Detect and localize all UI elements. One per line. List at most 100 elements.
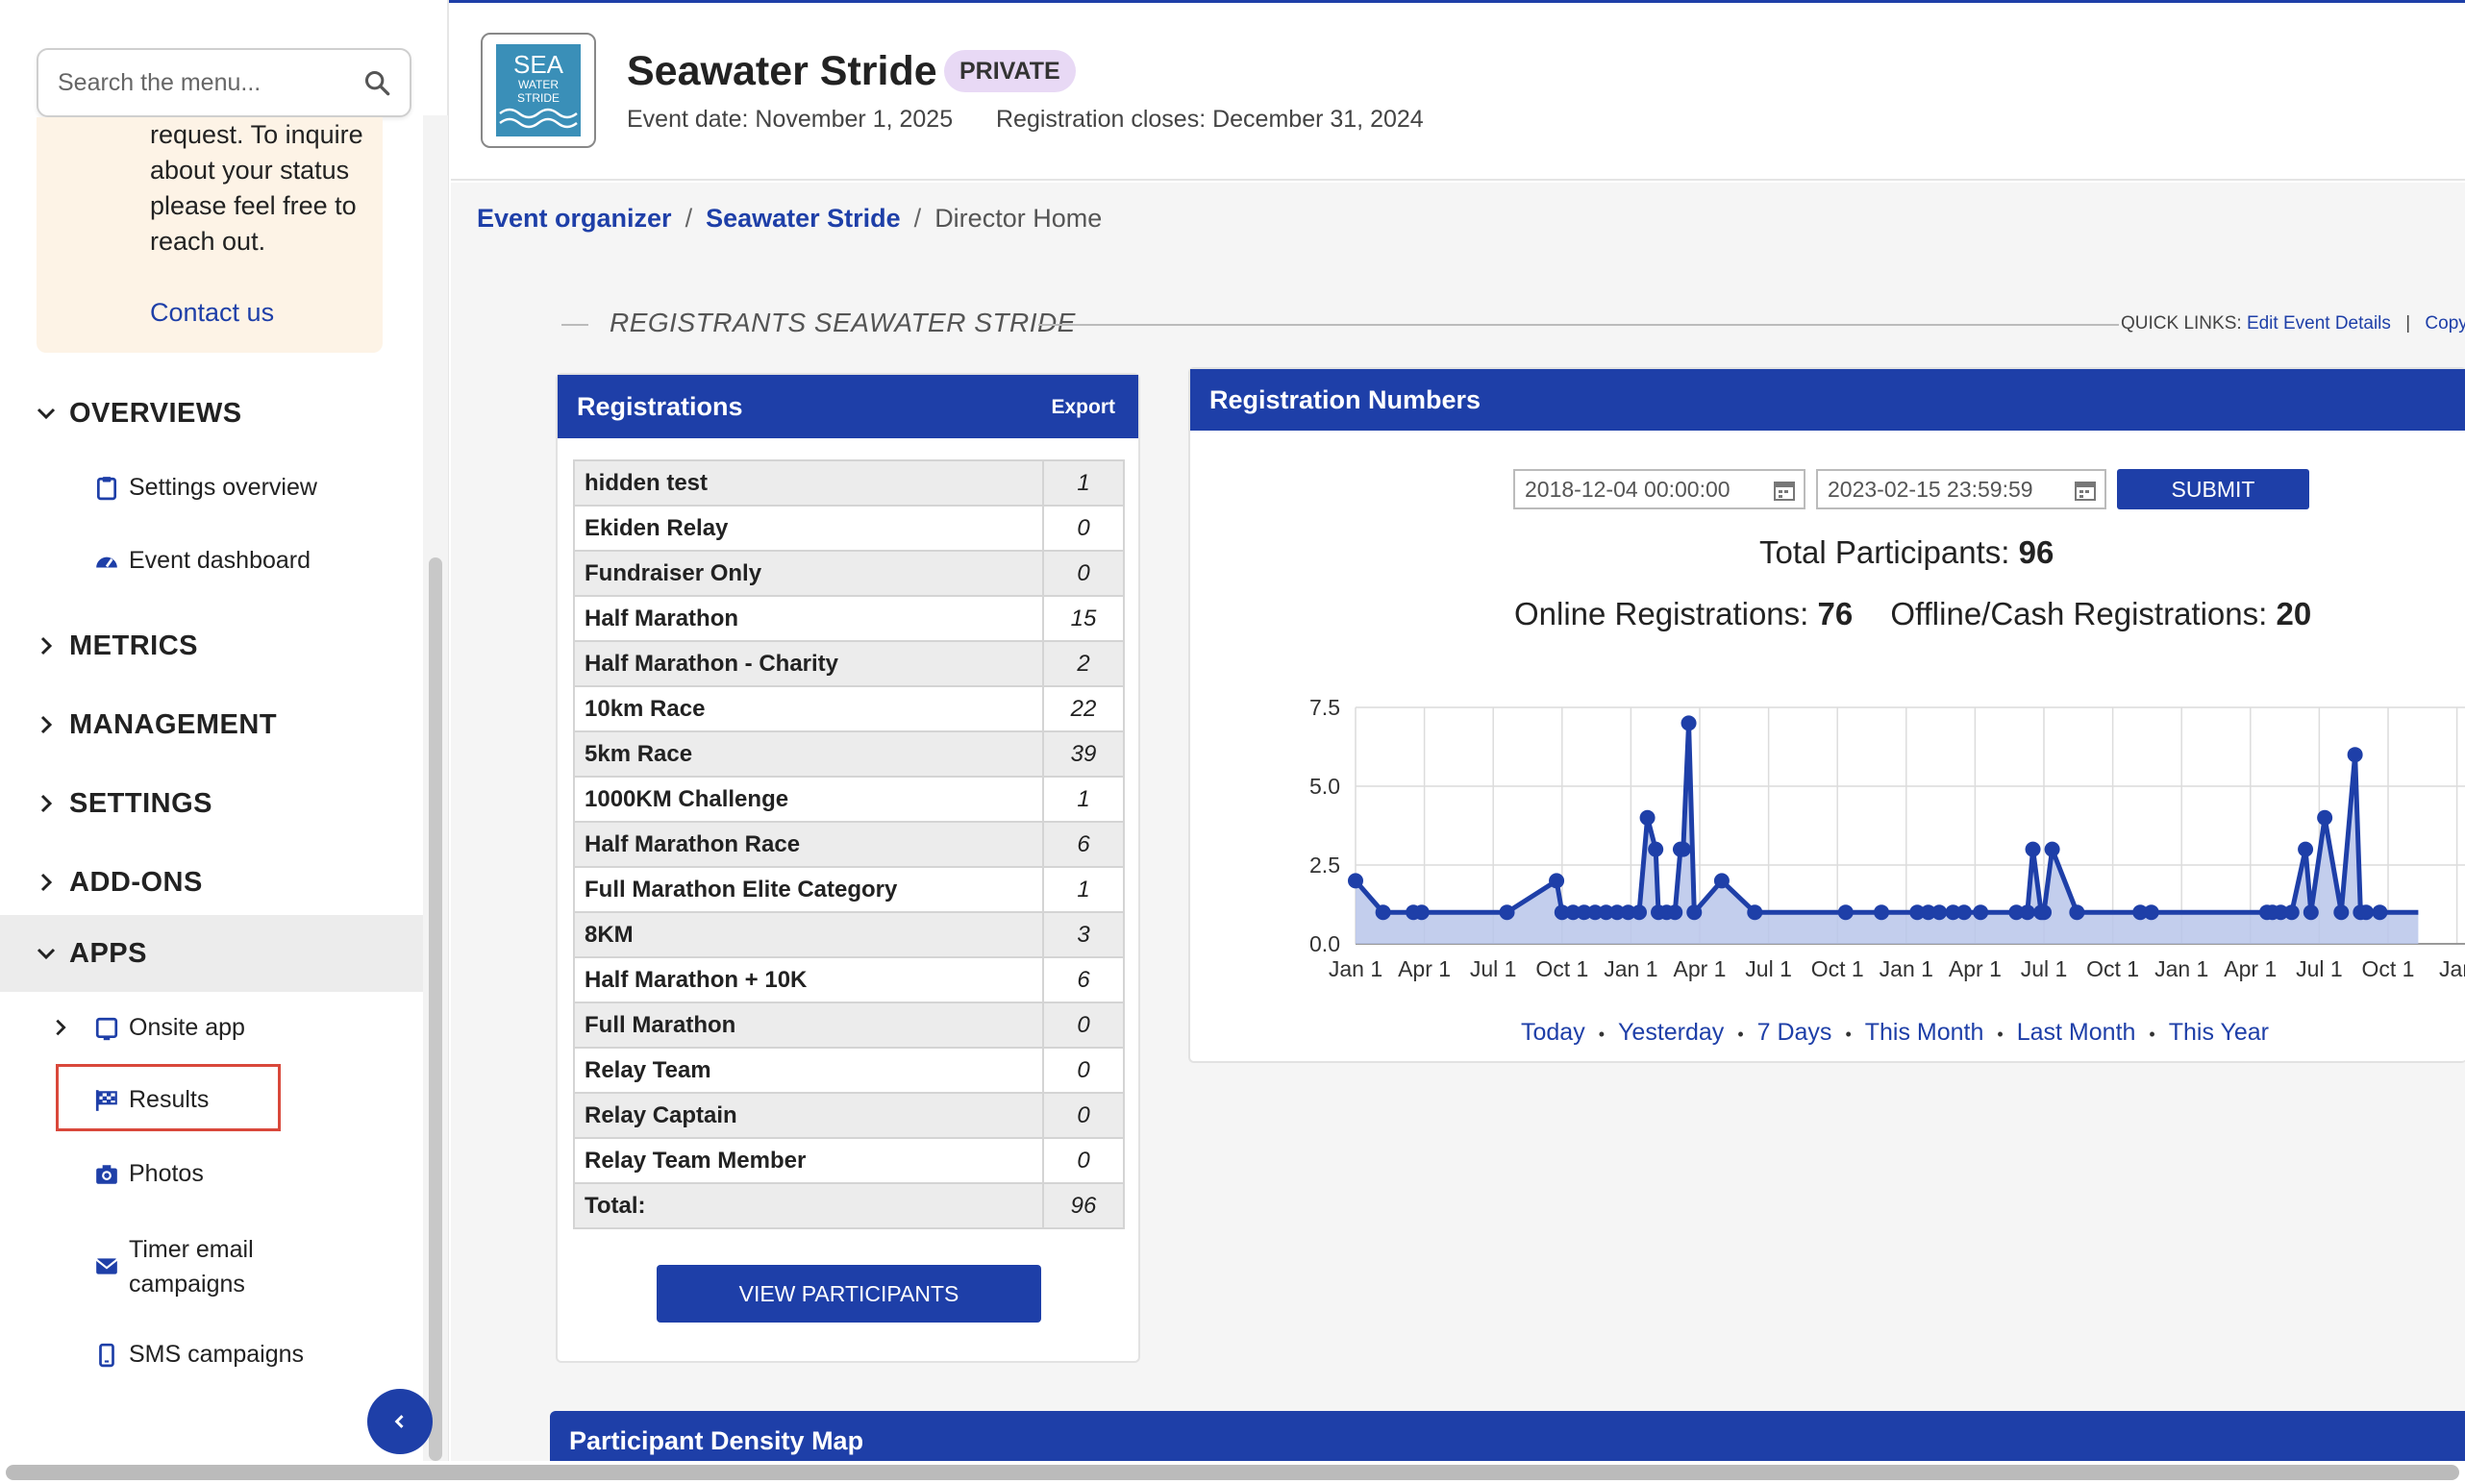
registration-type: Half Marathon	[573, 595, 1044, 642]
section-apps[interactable]: APPS	[0, 915, 423, 992]
range-link-yesterday[interactable]: Yesterday	[1618, 1019, 1725, 1046]
menu-item-results[interactable]: Results	[0, 1072, 423, 1129]
chevron-right-icon	[40, 636, 53, 655]
menu-item-photos[interactable]: Photos	[0, 1146, 423, 1203]
registration-type: Fundraiser Only	[573, 550, 1044, 597]
range-link-this-month[interactable]: This Month	[1864, 1019, 1984, 1046]
search-box[interactable]	[37, 48, 411, 117]
breadcrumb-separator: /	[913, 204, 922, 233]
checkered-flag-icon	[95, 1090, 117, 1111]
x-tick-label: Apr 1	[1398, 956, 1451, 981]
registration-type: Half Marathon - Charity	[573, 640, 1044, 687]
y-tick-label: 5.0	[1309, 774, 1340, 799]
data-point	[1631, 904, 1647, 921]
data-point	[2143, 904, 2159, 921]
gauge-icon	[96, 556, 117, 568]
registration-type: Half Marathon + 10K	[573, 956, 1044, 1003]
view-participants-button[interactable]: VIEW PARTICIPANTS	[657, 1265, 1041, 1323]
section-label: APPS	[69, 938, 147, 969]
calendar-icon[interactable]	[2074, 479, 2097, 502]
data-point	[1713, 873, 1730, 889]
x-tick-label: Jan 1	[1604, 956, 1657, 981]
quick-links: QUICK LINKS: Edit Event Details | Copy	[2121, 313, 2465, 334]
range-link-last-month[interactable]: Last Month	[2016, 1019, 2136, 1046]
data-point	[1609, 904, 1626, 921]
registration-count: 6	[1042, 821, 1125, 868]
data-point	[2044, 841, 2060, 857]
export-link[interactable]: Export	[1051, 396, 1115, 418]
edit-event-details-link[interactable]: Edit Event Details	[2246, 313, 2391, 334]
registration-type: Relay Team	[573, 1047, 1044, 1094]
copy-link[interactable]: Copy	[2425, 313, 2465, 334]
title-divider	[1038, 324, 2119, 326]
chevron-down-icon	[37, 408, 56, 420]
section-addons[interactable]: ADD-ONS	[0, 844, 423, 921]
x-tick-label: Jan	[2439, 956, 2465, 981]
menu-item-label: Results	[129, 1086, 210, 1113]
breadcrumb-current: Director Home	[934, 204, 1103, 233]
privacy-badge: PRIVATE	[944, 50, 1076, 92]
menu-item-event-dashboard[interactable]: Event dashboard	[0, 532, 423, 590]
table-row: Half Marathon Race 6	[573, 821, 1125, 868]
collapse-sidebar-button[interactable]	[367, 1389, 433, 1454]
x-tick-label: Jan 1	[1329, 956, 1382, 981]
section-label: ADD-ONS	[69, 867, 203, 898]
range-separator: •	[1598, 1025, 1606, 1044]
section-settings[interactable]: SETTINGS	[0, 765, 423, 842]
section-management[interactable]: MANAGEMENT	[0, 686, 423, 763]
calendar-icon[interactable]	[1773, 479, 1796, 502]
range-link-today[interactable]: Today	[1521, 1019, 1585, 1046]
data-point	[1499, 904, 1515, 921]
offline-value: 20	[2276, 596, 2312, 631]
horizontal-scrollbar-thumb[interactable]	[6, 1465, 2459, 1480]
data-point	[1675, 841, 1691, 857]
menu-item-settings-overview[interactable]: Settings overview	[0, 459, 423, 517]
registration-count: 0	[1042, 1137, 1125, 1184]
range-link-this-year[interactable]: This Year	[2168, 1019, 2269, 1046]
search-icon[interactable]	[363, 69, 390, 96]
menu-item-timer-email[interactable]: Timer email campaigns	[0, 1230, 423, 1303]
registration-count: 39	[1042, 730, 1125, 778]
total-value: 96	[2018, 534, 2054, 570]
data-point	[2283, 904, 2300, 921]
contact-us-link[interactable]: Contact us	[150, 298, 275, 327]
breadcrumb-event-organizer[interactable]: Event organizer	[477, 204, 672, 233]
data-point	[1945, 904, 1961, 921]
chevron-right-icon	[40, 873, 53, 892]
sidebar-scrollbar-thumb[interactable]	[429, 557, 442, 1461]
table-row: Ekiden Relay 0	[573, 505, 1125, 552]
data-point	[2298, 841, 2314, 857]
registration-count: 0	[1042, 1047, 1125, 1094]
notice-text: request. To inquire about your status pl…	[150, 120, 363, 256]
data-point	[1639, 809, 1656, 826]
menu-item-onsite-app[interactable]: Onsite app	[0, 1000, 423, 1057]
section-overviews[interactable]: OVERVIEWS	[0, 375, 423, 452]
breadcrumb-seawater-stride[interactable]: Seawater Stride	[706, 204, 901, 233]
search-input[interactable]	[58, 50, 365, 115]
registration-type: Total:	[573, 1182, 1044, 1229]
range-separator: •	[1845, 1025, 1852, 1044]
menu-item-sms[interactable]: SMS campaigns	[0, 1326, 423, 1384]
section-label: MANAGEMENT	[69, 709, 278, 740]
menu-item-label: Event dashboard	[129, 547, 311, 574]
mobile-phone-icon	[99, 1343, 114, 1368]
x-tick-label: Oct 1	[1811, 956, 1864, 981]
range-link-7-days[interactable]: 7 Days	[1756, 1019, 1832, 1046]
x-tick-label: Apr 1	[2224, 956, 2277, 981]
online-value: 76	[1817, 596, 1854, 631]
x-tick-label: Jul 1	[1470, 956, 1517, 981]
table-row: Half Marathon + 10K 6	[573, 956, 1125, 1003]
status-notice: request. To inquire about your status pl…	[37, 117, 383, 353]
data-point	[1413, 904, 1430, 921]
submit-button[interactable]: SUBMIT	[2117, 469, 2309, 509]
chevron-left-icon	[394, 1415, 404, 1428]
data-point	[2025, 841, 2041, 857]
section-metrics[interactable]: METRICS	[0, 607, 423, 684]
table-row: Relay Team 0	[573, 1047, 1125, 1094]
registration-count: 1	[1042, 866, 1125, 913]
event-date: Event date: November 1, 2025	[627, 106, 954, 133]
start-date-input[interactable]: 2018-12-04 00:00:00	[1513, 469, 1805, 509]
registration-breakdown: Online Registrations: 76 Offline/Cash Re…	[1514, 596, 2311, 632]
logo-image: SEA WATER STRIDE	[496, 44, 581, 136]
end-date-input[interactable]: 2023-02-15 23:59:59	[1816, 469, 2106, 509]
